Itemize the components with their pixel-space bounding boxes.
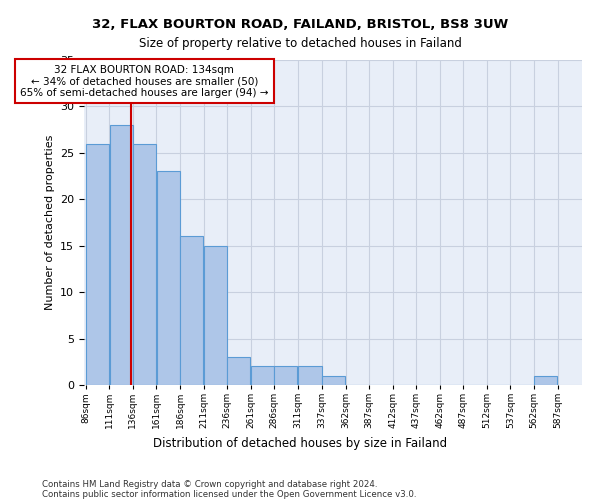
Bar	[157, 172, 180, 385]
Text: Contains HM Land Registry data © Crown copyright and database right 2024.
Contai: Contains HM Land Registry data © Crown c…	[42, 480, 416, 500]
Bar	[251, 366, 274, 385]
Y-axis label: Number of detached properties: Number of detached properties	[44, 135, 55, 310]
Bar	[180, 236, 203, 385]
Bar	[204, 246, 227, 385]
Text: 32, FLAX BOURTON ROAD, FAILAND, BRISTOL, BS8 3UW: 32, FLAX BOURTON ROAD, FAILAND, BRISTOL,…	[92, 18, 508, 30]
Bar	[133, 144, 156, 385]
Bar	[227, 357, 250, 385]
Bar	[274, 366, 298, 385]
Bar	[86, 144, 109, 385]
Bar	[534, 376, 557, 385]
Text: Size of property relative to detached houses in Failand: Size of property relative to detached ho…	[139, 38, 461, 51]
Bar	[298, 366, 322, 385]
Text: 32 FLAX BOURTON ROAD: 134sqm
← 34% of detached houses are smaller (50)
65% of se: 32 FLAX BOURTON ROAD: 134sqm ← 34% of de…	[20, 64, 268, 98]
Bar	[322, 376, 346, 385]
Text: Distribution of detached houses by size in Failand: Distribution of detached houses by size …	[153, 438, 447, 450]
Bar	[110, 125, 133, 385]
